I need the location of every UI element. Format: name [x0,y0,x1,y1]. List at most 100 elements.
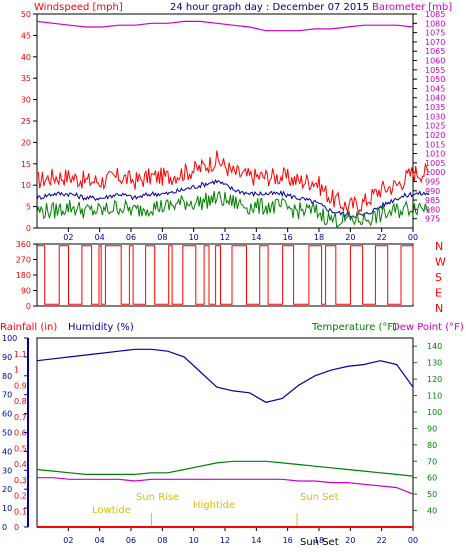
lowtide-label: Lowtide [92,505,131,516]
humidity-tick-label: 40 [2,447,12,456]
temperature-tick-label: 60 [427,474,437,483]
x-tick-label: 20 [345,233,355,242]
barometer-tick-label: 1035 [425,103,445,112]
x-tick-label: 06 [126,536,136,545]
direction-tick-label: 0 [26,302,31,311]
series-line-humidity [36,348,414,403]
sunset-label: Sun Set [300,492,339,503]
graph-title: 24 hour graph day : December 07 2015 [170,2,369,13]
temperature-tick-label: 140 [427,342,442,351]
barometer-tick-label: 990 [425,187,440,196]
wind-direction-line [36,245,414,305]
temperature-tick-label: 110 [427,392,442,401]
x-tick-label: 12 [220,233,230,242]
compass-label: N [435,302,443,315]
series-line-barometer [36,20,414,32]
temperature-tick-label: 70 [427,457,437,466]
x-tick-label: 18 [314,536,324,545]
windspeed-tick-label: 45 [21,31,31,40]
x-tick-label: 18 [314,233,324,242]
sunset-bottom-label: Sun Set [300,537,339,548]
temperature-tick-label: 50 [427,490,437,499]
compass-label: S [435,271,442,284]
humidity-axis-title: Humidity (%) [68,322,134,333]
temperature-tick-label: 40 [427,507,437,516]
x-tick-label: 06 [126,233,136,242]
barometer-tick-label: 980 [425,205,440,214]
rainfall-tick-label: 0.5 [14,444,27,453]
x-tick-label: 04 [95,233,105,242]
barometer-tick-label: 1005 [425,159,445,168]
windspeed-axis-title: Windspeed [mph] [34,2,123,13]
windspeed-tick-label: 20 [21,138,31,147]
barometer-tick-label: 975 [425,215,440,224]
direction-tick-label: 90 [21,287,31,296]
barometer-tick-label: 1030 [425,112,445,121]
temperature-tick-label: 80 [427,441,437,450]
humidity-tick-label: 50 [2,429,12,438]
barometer-tick-label: 1055 [425,66,445,75]
x-tick-label: 04 [95,536,105,545]
windspeed-tick-label: 30 [21,96,31,105]
barometer-tick-label: 1020 [425,131,445,140]
barometer-tick-label: 1085 [425,10,445,19]
wind-barometer-panel: 0510152025303540455097598098599099510001… [21,10,446,242]
humidity-tick-label: 30 [2,466,12,475]
windspeed-tick-label: 25 [21,117,31,126]
humidity-tick-label: 60 [2,410,12,419]
barometer-tick-label: 1040 [425,94,445,103]
x-tick-label: 08 [157,536,167,545]
compass-label: E [435,287,442,300]
x-tick-label: 20 [345,536,355,545]
windspeed-tick-label: 0 [26,224,31,233]
rainfall-tick-label: 0.6 [14,429,27,438]
x-tick-label: 02 [63,536,73,545]
barometer-tick-label: 1080 [425,19,445,28]
humidity-tick-label: 100 [2,334,17,343]
x-tick-label: 22 [377,233,387,242]
humidity-tick-label: 90 [2,353,12,362]
barometer-tick-label: 1010 [425,150,445,159]
x-tick-label: 12 [220,536,230,545]
temperature-axis-title: Temperature (°F) [311,322,397,333]
dewpoint-axis-title: Dew Point (°F) [392,322,464,333]
x-tick-label: 10 [189,536,199,545]
temperature-tick-label: 130 [427,359,442,368]
rainfall-axis-title: Rainfall (in) [0,322,57,333]
humidity-tick-label: 80 [2,372,12,381]
barometer-tick-label: 1015 [425,140,445,149]
series-line-dew-point [37,477,414,495]
compass-label: W [435,256,446,269]
humidity-temperature-panel: 0 0.1 0.2 0.3 0.4 0.5 0.6 0.7 0.8 0.9 1 1.1 0 10 20 30 4… [2,334,442,545]
humidity-tick-label: 70 [2,391,12,400]
rainfall-tick-label: 0.3 [14,476,27,485]
barometer-tick-label: 1025 [425,122,445,131]
x-tick-label: 08 [157,233,167,242]
barometer-tick-label: 1045 [425,84,445,93]
x-tick-label: 00 [408,233,418,242]
barometer-axis-title: Barometer [mb] [372,2,452,13]
direction-panel-frame [36,243,414,307]
windspeed-tick-label: 10 [21,181,31,190]
compass-label: N [435,240,443,253]
barometer-tick-label: 995 [425,177,440,186]
humidity-tick-label: 20 [2,485,12,494]
x-tick-label: 00 [408,536,418,545]
barometer-tick-label: 985 [425,196,440,205]
rainfall-tick-label: 1 [14,366,19,375]
series-line-windspeed-low [36,190,430,229]
rainfall-tick-label: 0.1 [14,507,27,516]
x-tick-label: 16 [283,536,293,545]
x-tick-label: 14 [251,233,261,242]
rainfall-tick-label: 0.8 [14,397,27,406]
barometer-tick-label: 1065 [425,47,445,56]
rainfall-tick-label: 0.4 [14,460,27,469]
rainfall-tick-label: 0.9 [14,381,27,390]
windspeed-tick-label: 40 [21,53,31,62]
x-tick-label: 14 [251,536,261,545]
windspeed-tick-label: 15 [21,160,31,169]
direction-tick-label: 180 [16,271,31,280]
barometer-tick-label: 1075 [425,29,445,38]
x-tick-label: 02 [63,233,73,242]
